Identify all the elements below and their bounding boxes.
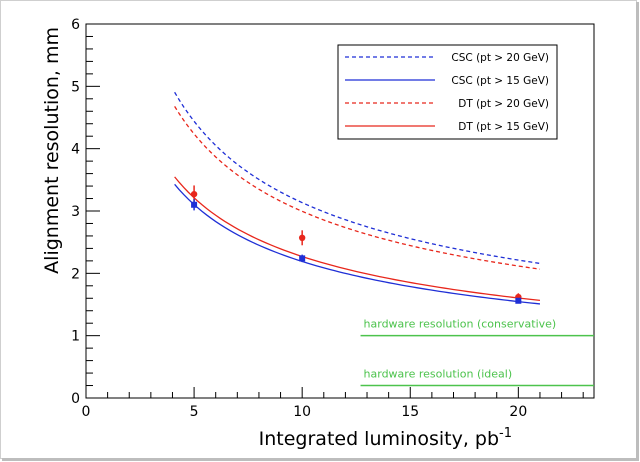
legend-label: DT (pt > 15 GeV): [458, 121, 549, 133]
legend-box: [337, 44, 558, 140]
axis-tick-labels: 0 5 10 15 20 0 1 2 3 4 5 6: [71, 17, 527, 420]
y-tick-label: 4: [71, 142, 80, 158]
series-layer: [174, 91, 541, 305]
canvas-shadow-bottom: [2, 458, 639, 461]
reference-line-label: hardware resolution (conservative): [364, 318, 557, 331]
y-tick-label: 5: [71, 79, 80, 95]
legend: CSC (pt > 20 GeV) CSC (pt > 15 GeV) DT (pt…: [337, 44, 558, 140]
y-tick-label: 2: [71, 266, 80, 282]
series-line: [174, 91, 541, 265]
canvas-shadow-right: [636, 2, 639, 461]
legend-label: CSC (pt > 15 GeV): [451, 75, 549, 87]
reference-lines-layer: hardware resolution (conservative) hardwa…: [360, 318, 594, 387]
series-line: [174, 183, 541, 305]
x-tick-label: 10: [293, 404, 311, 420]
axis-ticks: [85, 23, 584, 399]
y-tick-label: 1: [71, 329, 80, 345]
y-tick-label: 6: [71, 17, 80, 33]
data-point: [191, 201, 198, 208]
data-point: [298, 234, 306, 242]
data-point: [515, 297, 522, 304]
x-axis-title-text: Integrated luminosity, pb: [259, 428, 499, 450]
x-tick-label: 5: [190, 404, 199, 420]
x-tick-label: 0: [82, 404, 91, 420]
data-points-layer: [190, 185, 522, 304]
x-axis-title-superscript: -1: [499, 426, 512, 441]
y-tick-label: 0: [71, 391, 80, 407]
y-axis-title: Alignment resolution, mm: [41, 27, 63, 274]
data-point: [299, 255, 306, 262]
x-tick-label: 20: [509, 404, 527, 420]
reference-line-label: hardware resolution (ideal): [364, 368, 513, 381]
series-line: [174, 106, 541, 270]
y-tick-label: 3: [71, 204, 80, 220]
series-line: [174, 176, 541, 302]
x-axis-title: Integrated luminosity, pb-1: [259, 426, 512, 450]
data-point: [190, 190, 198, 198]
legend-label: CSC (pt > 20 GeV): [451, 52, 549, 64]
legend-label: DT (pt > 20 GeV): [458, 98, 549, 110]
x-tick-label: 15: [401, 404, 419, 420]
